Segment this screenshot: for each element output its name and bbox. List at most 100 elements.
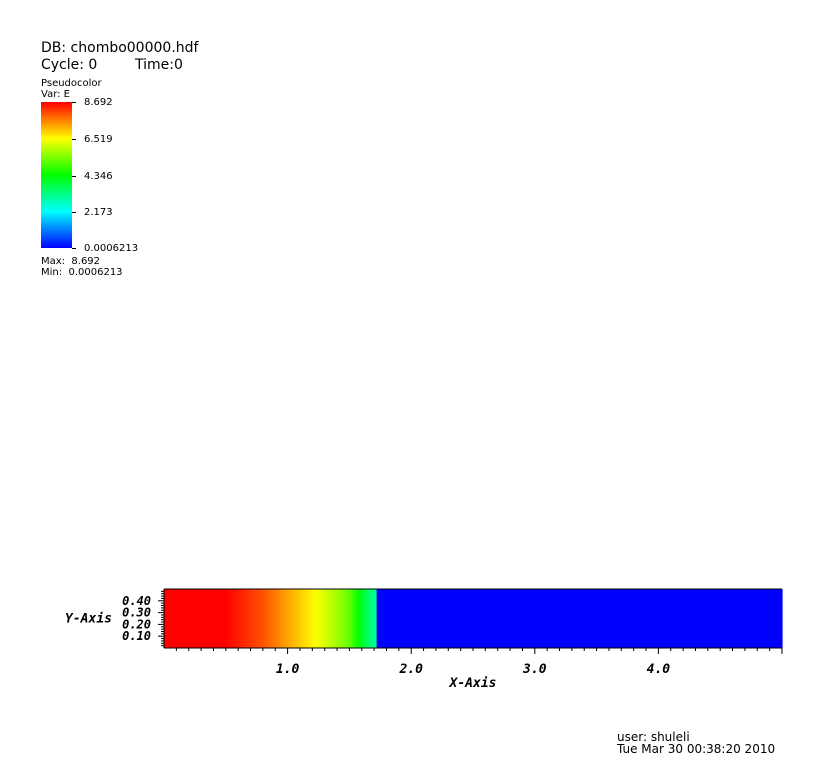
heatmap-cell [591,589,595,648]
heatmap-cell [542,589,546,648]
heatmap-cell [722,589,726,648]
legend-min: Min: 0.0006213 [41,267,123,278]
heatmap-cell [604,589,608,648]
heatmap-cell [742,589,746,648]
db-filename: DB: chombo00000.hdf [41,40,199,56]
heatmap-cell [257,589,262,648]
heatmap-cell [633,589,637,648]
heatmap-cell [519,589,524,648]
heatmap-cell [460,589,464,648]
heatmap-cell [549,589,553,648]
heatmap-cell [690,589,694,648]
heatmap-cell [450,589,454,648]
heatmap-cell [255,589,259,648]
heatmap-cell [468,589,472,648]
heatmap-cell [206,589,210,648]
heatmap-cell [752,589,756,648]
heatmap-cell [272,589,276,648]
heatmap-cell [670,589,674,648]
heatmap-cell [532,589,536,648]
heatmap-cell [218,589,222,648]
heatmap-cell [250,589,254,648]
heatmap-cell [608,589,613,648]
heatmap-cell [571,589,575,648]
heatmap-cell [747,589,751,648]
heatmap-cell [396,589,400,648]
heatmap-cell [497,589,501,648]
heatmap-cell [245,589,249,648]
heatmap-cell [317,589,321,648]
heatmap-cell [470,589,474,648]
heatmap-cell [458,589,462,648]
heatmap-cell [574,589,578,648]
heatmap-cell [188,589,192,648]
heatmap-cell [440,589,444,648]
heatmap-cell [665,589,669,648]
heatmap-cell [552,589,556,648]
x-tick-label: 3.0 [522,662,547,677]
heatmap-cell [334,589,338,648]
heatmap-cell [554,589,558,648]
heatmap-cell [675,589,679,648]
heatmap-cell [480,589,484,648]
heatmap-cell [527,589,531,648]
heatmap-cell [225,589,229,648]
heatmap-cell [712,589,716,648]
heatmap-cell [248,589,252,648]
heatmap-cell [433,589,437,648]
legend-tick-label: 0.0006213 [84,243,139,254]
heatmap-cell [529,589,533,648]
heatmap-cell [507,589,511,648]
heatmap-cell [579,589,583,648]
heatmap-cell [774,589,778,648]
heatmap-cell [455,589,459,648]
heatmap-cell [292,589,296,648]
heatmap-cell [314,589,318,648]
heatmap-cell [265,589,269,648]
heatmap-cell [260,589,264,648]
heatmap-cell [623,589,627,648]
heatmap-cell [465,589,469,648]
heatmap-cell [327,589,331,648]
heatmap-cell [732,589,736,648]
legend-tick-label: 2.173 [84,207,113,218]
heatmap-cell [267,589,271,648]
heatmap-cell [299,589,304,648]
heatmap-cell [767,589,771,648]
legend-tick [72,102,76,103]
heatmap-cell [601,589,605,648]
heatmap-cell [688,589,692,648]
heatmap-cell [191,589,195,648]
heatmap-cell [764,589,768,648]
heatmap-cell [717,589,721,648]
heatmap-cell [309,589,313,648]
heatmap-cell [564,589,568,648]
heatmap-cell [641,589,645,648]
heatmap-cell [210,589,215,648]
heatmap-cell [235,589,239,648]
heatmap-cell [379,589,383,648]
heatmap-cell [749,589,753,648]
heatmap-cell [557,589,561,648]
legend-tick-label: 4.346 [84,171,113,182]
heatmap-cell [285,589,289,648]
heatmap-cell [650,589,655,648]
heatmap-cell [171,589,175,648]
heatmap-cell [411,589,415,648]
heatmap-cell [369,589,373,648]
heatmap-cell [660,589,664,648]
heatmap-cell [638,589,642,648]
heatmap-cell [337,589,341,648]
heatmap-cell [438,589,442,648]
heatmap-cell [707,589,711,648]
heatmap-cell [421,589,425,648]
heatmap-cell [744,589,748,648]
heatmap-cell [693,589,697,648]
heatmap-cell [349,589,353,648]
heatmap-cell [772,589,776,648]
heatmap-cell [539,589,543,648]
heatmap-cell [302,589,306,648]
heatmap-cell [730,589,734,648]
timestamp: Tue Mar 30 00:38:20 2010 [617,742,776,756]
heatmap-cell [599,589,603,648]
